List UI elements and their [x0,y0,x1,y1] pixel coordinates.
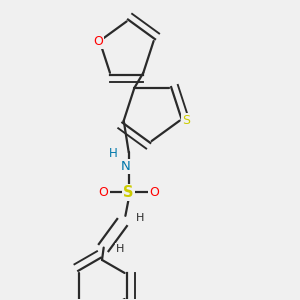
Text: H: H [116,244,124,254]
Text: O: O [93,34,103,47]
Text: S: S [124,185,134,200]
Text: H: H [109,147,118,160]
Text: N: N [121,160,131,173]
Text: O: O [149,186,159,199]
Text: H: H [136,212,145,223]
Text: O: O [99,186,109,199]
Text: S: S [182,114,190,127]
